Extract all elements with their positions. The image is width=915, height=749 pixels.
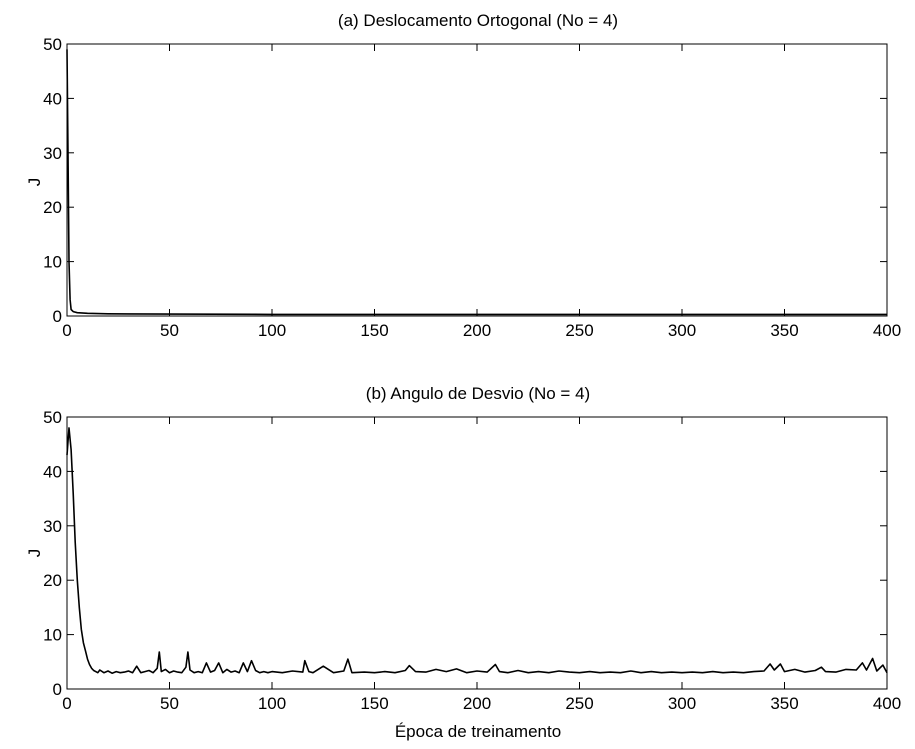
- panel-a: (a) Deslocamento Ortogonal (No = 4) J 0 5…: [25, 11, 901, 340]
- y-tick-label: 10: [43, 626, 62, 645]
- x-tick-label: 100: [258, 321, 286, 340]
- x-tick-label: 350: [770, 321, 798, 340]
- panel-a-axes: 0 50 100 150 200 250 300 350 400 0 10 20 30 40 50: [43, 35, 901, 340]
- y-tick-label: 10: [43, 253, 62, 272]
- x-tick-label: 200: [463, 694, 491, 713]
- x-tick-label: 400: [873, 321, 901, 340]
- x-tick-label: 150: [360, 321, 388, 340]
- x-tick-label: 250: [565, 321, 593, 340]
- y-tick-label: 30: [43, 144, 62, 163]
- y-tick-label: 30: [43, 517, 62, 536]
- y-tick-label: 20: [43, 198, 62, 217]
- panel-b-title: (b) Angulo de Desvio (No = 4): [366, 384, 590, 403]
- panel-a-series: [66, 49, 887, 316]
- y-tick-label: 0: [53, 307, 62, 326]
- series-line: [66, 427, 888, 675]
- x-tick-label: 400: [873, 694, 901, 713]
- y-tick-label: 50: [43, 35, 62, 54]
- x-tick-label: 300: [668, 694, 696, 713]
- panel-b-plot-frame: [66, 416, 888, 690]
- y-tick-label: 20: [43, 571, 62, 590]
- y-tick-label: 40: [43, 462, 62, 481]
- y-tick-label: 40: [43, 89, 62, 108]
- x-tick-label: 200: [463, 321, 491, 340]
- panel-b-series: [66, 427, 888, 675]
- panel-b-x-axis-label: Época de treinamento: [395, 722, 561, 741]
- panel-a-title: (a) Deslocamento Ortogonal (No = 4): [338, 11, 618, 30]
- x-tick-label: 0: [62, 694, 71, 713]
- x-tick-label: 150: [360, 694, 388, 713]
- x-tick-label: 0: [62, 321, 71, 340]
- panel-b: (b) Angulo de Desvio (No = 4) J 0 50 100 15…: [25, 384, 901, 741]
- x-tick-label: 50: [160, 694, 179, 713]
- x-tick-label: 50: [160, 321, 179, 340]
- x-tick-label: 300: [668, 321, 696, 340]
- series-line: [66, 49, 887, 316]
- y-tick-label: 0: [53, 680, 62, 699]
- y-tick-label: 50: [43, 408, 62, 427]
- panel-b-axes: 0 50 100 150 200 250 300 350 400 0 10 20 30 40 50: [43, 408, 901, 713]
- x-tick-label: 100: [258, 694, 286, 713]
- panel-a-y-axis-label: J: [25, 178, 44, 187]
- panel-b-y-axis-label: J: [25, 549, 44, 558]
- x-tick-label: 250: [565, 694, 593, 713]
- panel-a-plot-frame: [66, 43, 888, 317]
- x-tick-label: 350: [770, 694, 798, 713]
